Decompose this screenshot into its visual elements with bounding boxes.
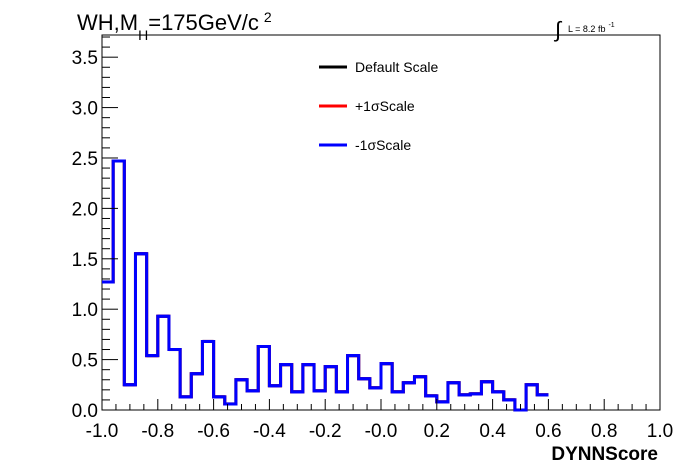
x-tick-label: 0.6 xyxy=(535,421,561,442)
chart-title: WH,MH=175GeV/c 2 xyxy=(77,9,272,43)
y-tick-label: 0.0 xyxy=(72,401,98,422)
y-tick-label: 3.0 xyxy=(72,99,98,120)
luminosity-integral: ∫ xyxy=(553,17,563,42)
title-value: =175GeV/c xyxy=(148,10,259,35)
x-tick-label: -0.0 xyxy=(365,421,398,442)
y-tick-label: 3.5 xyxy=(72,48,98,69)
x-tick-label: -0.2 xyxy=(309,421,342,442)
legend-label-default: Default Scale xyxy=(355,59,438,75)
x-axis-label: DYNNScore xyxy=(551,444,658,465)
y-tick-label: 1.0 xyxy=(72,300,98,321)
legend-entry-plus1sigma: +1σScale xyxy=(319,98,415,114)
x-tick-label: 0.2 xyxy=(424,421,450,442)
x-tick-label: -1.0 xyxy=(86,421,119,442)
y-tick-label: 0.5 xyxy=(72,351,98,372)
x-tick-label: 1.0 xyxy=(647,421,673,442)
legend: Default Scale +1σScale -1σScale xyxy=(319,59,438,153)
legend-label-plus1sigma: +1σScale xyxy=(355,98,415,114)
y-tick-label: 1.5 xyxy=(72,250,98,271)
series-line-minus1sigma xyxy=(102,159,549,412)
x-tick-label: 0.8 xyxy=(591,421,617,442)
legend-entry-minus1sigma: -1σScale xyxy=(319,137,411,153)
axes: -1.0 -0.8 -0.6 -0.4 -0.2 -0.0 0.2 0.4 0.6 0.8 1.0 0… xyxy=(72,36,673,442)
title-subscript: H xyxy=(138,27,148,43)
plot-frame xyxy=(101,34,661,411)
luminosity-text: L = 8.2 fb xyxy=(568,24,605,34)
y-tick-label: 2.0 xyxy=(72,199,98,220)
legend-entry-default: Default Scale xyxy=(319,59,438,75)
luminosity-label: L = 8.2 fb -1 xyxy=(568,22,615,34)
series-minus1sigma xyxy=(102,159,549,412)
luminosity-superscript: -1 xyxy=(608,22,614,29)
y-tick-label: 2.5 xyxy=(72,149,98,170)
x-tick-label: -0.6 xyxy=(197,421,230,442)
x-tick-label: -0.8 xyxy=(141,421,174,442)
legend-label-minus1sigma: -1σScale xyxy=(355,137,411,153)
title-prefix: WH,M xyxy=(77,10,138,35)
x-tick-label: 0.4 xyxy=(479,421,506,442)
title-superscript: 2 xyxy=(264,9,272,25)
x-tick-label: -0.4 xyxy=(253,421,286,442)
histogram-lines xyxy=(102,159,549,412)
